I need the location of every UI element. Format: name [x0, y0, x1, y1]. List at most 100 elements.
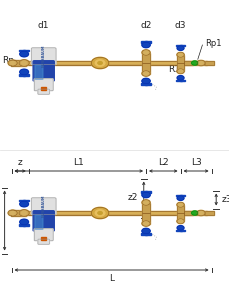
Circle shape	[141, 42, 150, 48]
Bar	[23, 61, 206, 63]
Bar	[23, 74, 25, 76]
Bar	[23, 211, 206, 215]
Bar	[204, 211, 213, 215]
Circle shape	[91, 57, 108, 69]
FancyBboxPatch shape	[33, 61, 54, 81]
Bar	[23, 224, 25, 226]
Bar	[19, 200, 29, 201]
Bar	[142, 202, 149, 213]
Circle shape	[95, 60, 104, 66]
Circle shape	[21, 211, 27, 215]
Bar	[183, 211, 192, 215]
Circle shape	[141, 200, 150, 205]
Circle shape	[143, 72, 148, 75]
Text: d2: d2	[140, 21, 151, 30]
Circle shape	[178, 220, 182, 223]
Text: Rp: Rp	[2, 56, 14, 65]
Bar	[177, 213, 183, 221]
Text: L: L	[109, 274, 114, 283]
Circle shape	[141, 50, 150, 55]
Circle shape	[176, 76, 183, 80]
Bar	[140, 41, 150, 43]
Bar	[183, 61, 192, 65]
FancyBboxPatch shape	[38, 239, 49, 244]
Circle shape	[178, 53, 182, 56]
Circle shape	[196, 60, 204, 66]
FancyBboxPatch shape	[38, 89, 49, 94]
Bar	[177, 63, 183, 71]
Bar	[140, 191, 150, 193]
FancyBboxPatch shape	[31, 48, 56, 64]
Bar	[11, 61, 24, 65]
Bar	[144, 41, 147, 43]
Circle shape	[141, 78, 150, 84]
Circle shape	[141, 192, 150, 198]
Text: NUSSBAUM: NUSSBAUM	[41, 44, 46, 67]
Text: L2: L2	[157, 158, 168, 167]
Bar	[177, 205, 183, 213]
Bar	[177, 205, 183, 213]
Circle shape	[20, 201, 28, 207]
Text: L3: L3	[190, 158, 201, 167]
Bar	[176, 195, 184, 196]
Bar	[23, 61, 206, 65]
Circle shape	[8, 60, 17, 66]
Bar	[19, 224, 29, 226]
Bar	[144, 191, 147, 194]
Bar	[23, 200, 25, 202]
FancyBboxPatch shape	[34, 79, 53, 91]
Bar	[177, 55, 183, 63]
Circle shape	[178, 70, 182, 73]
Circle shape	[141, 228, 150, 234]
Bar	[177, 63, 183, 71]
Circle shape	[176, 69, 183, 74]
Text: d3: d3	[174, 21, 185, 30]
FancyBboxPatch shape	[35, 215, 43, 229]
Circle shape	[95, 210, 104, 216]
Circle shape	[141, 71, 150, 76]
Circle shape	[143, 51, 148, 54]
Bar	[179, 45, 181, 47]
FancyBboxPatch shape	[35, 65, 43, 79]
Circle shape	[191, 61, 197, 65]
Bar	[204, 61, 213, 65]
Bar	[176, 45, 184, 46]
Circle shape	[176, 219, 183, 224]
Bar	[41, 87, 46, 90]
Circle shape	[176, 196, 183, 200]
Bar	[11, 210, 26, 216]
Bar	[142, 213, 149, 224]
Bar	[11, 60, 26, 66]
Bar	[204, 61, 213, 65]
Circle shape	[198, 212, 202, 214]
Circle shape	[98, 212, 102, 214]
Bar	[142, 52, 149, 63]
Circle shape	[19, 210, 29, 216]
Bar	[23, 61, 206, 65]
Bar	[179, 79, 181, 81]
FancyBboxPatch shape	[31, 198, 56, 215]
Bar	[179, 229, 181, 231]
Bar	[19, 74, 29, 76]
Circle shape	[20, 69, 28, 75]
Circle shape	[21, 61, 27, 65]
Bar	[144, 82, 147, 85]
Text: z: z	[18, 158, 22, 167]
Text: d1: d1	[38, 21, 49, 30]
Text: R1: R1	[167, 64, 179, 74]
Bar	[204, 211, 213, 215]
Bar	[23, 50, 25, 52]
Circle shape	[178, 203, 182, 206]
Bar	[177, 213, 183, 221]
Bar	[140, 233, 150, 235]
Circle shape	[10, 61, 15, 64]
Bar	[176, 80, 184, 81]
Bar	[177, 55, 183, 63]
Bar	[142, 202, 149, 213]
Circle shape	[10, 211, 15, 215]
Bar	[140, 83, 150, 85]
Circle shape	[20, 219, 28, 225]
Text: z2: z2	[127, 194, 137, 202]
FancyBboxPatch shape	[34, 229, 53, 241]
Bar	[19, 50, 29, 51]
